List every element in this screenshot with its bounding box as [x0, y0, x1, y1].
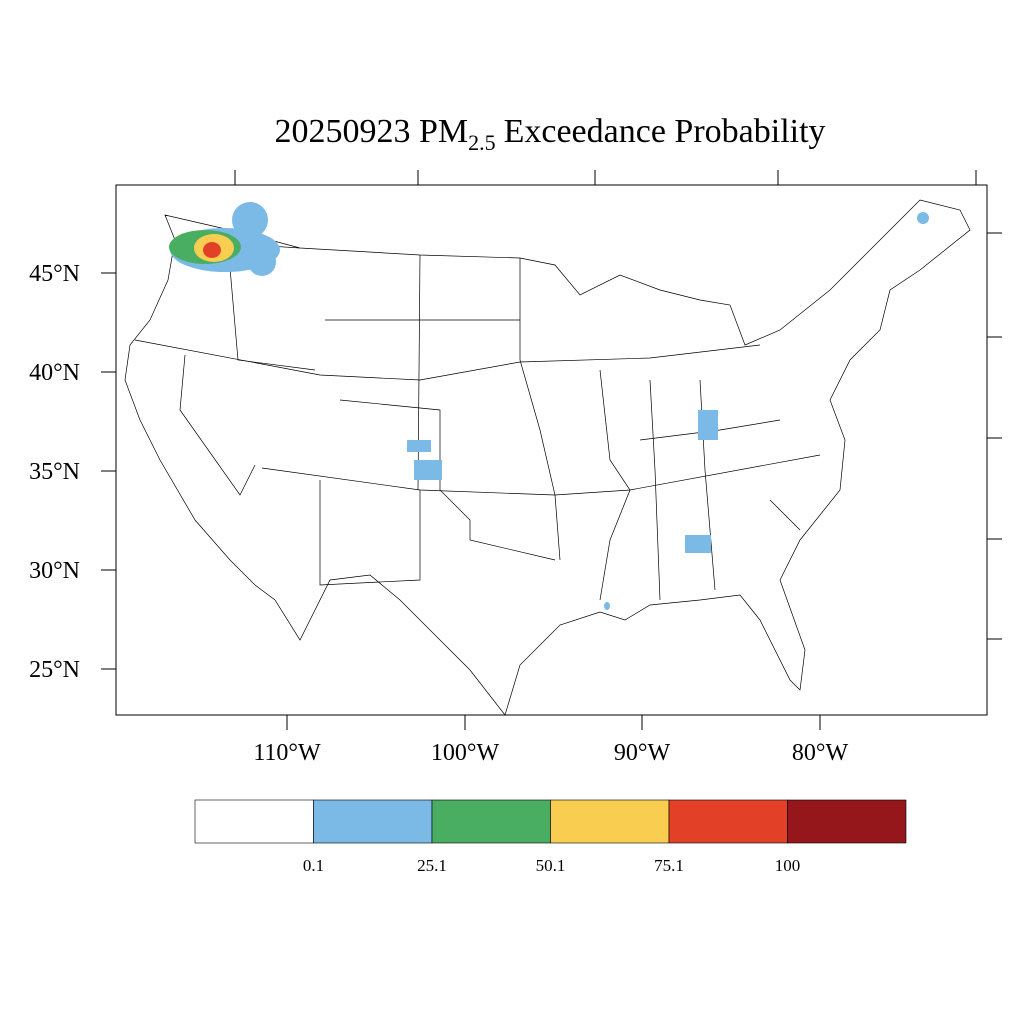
lat-label: 40°N	[29, 360, 80, 386]
legend-box	[787, 799, 907, 844]
lat-label: 30°N	[29, 558, 80, 584]
legend-box	[668, 799, 788, 844]
labels: 45°N 40°N 35°N 30°N 25°N 110°W 100°W 90°W 80°W 0.…	[29, 261, 907, 875]
map-title: 20250923 PM2.5 Exceedance Probability	[274, 113, 825, 155]
probability-areas	[169, 202, 929, 610]
prob-area	[203, 242, 221, 258]
legend-box	[194, 799, 314, 844]
legend-label: 25.1	[417, 856, 447, 875]
legend-label: 0.1	[303, 856, 324, 875]
legend-box	[313, 799, 433, 844]
lon-label: 110°W	[253, 740, 321, 766]
lon-label: 80°W	[792, 740, 849, 766]
prob-area	[407, 440, 431, 452]
lon-label: 100°W	[431, 740, 500, 766]
lat-label: 25°N	[29, 657, 80, 683]
lat-label: 35°N	[29, 459, 80, 485]
prob-area	[698, 410, 718, 440]
lon-label: 90°W	[614, 740, 671, 766]
map-frame	[115, 184, 988, 716]
frame-ticks	[234, 170, 1002, 640]
legend-box	[550, 799, 670, 844]
prob-area	[685, 535, 711, 553]
prob-area	[414, 460, 442, 480]
legend-label: 100	[775, 856, 801, 875]
title-rest: Exceedance Probability	[504, 113, 826, 150]
prob-area	[248, 248, 276, 276]
title-main: 20250923 PM	[274, 113, 468, 150]
basemap	[124, 199, 971, 716]
legend-label: 50.1	[536, 856, 566, 875]
prob-area	[917, 212, 929, 224]
legend-box	[431, 799, 551, 844]
prob-area	[604, 602, 610, 610]
legend-label: 75.1	[654, 856, 684, 875]
title-sub: 2.5	[468, 130, 496, 155]
lat-label: 45°N	[29, 261, 80, 287]
